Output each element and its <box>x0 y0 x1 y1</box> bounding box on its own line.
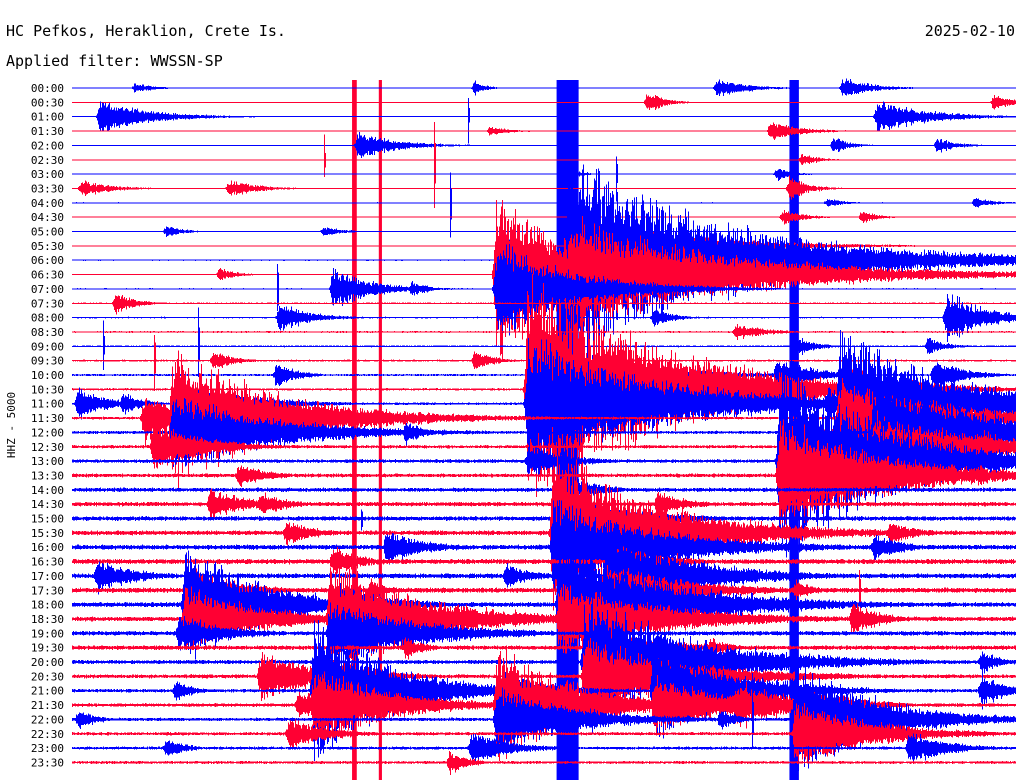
row-time-label: 12:00 <box>31 426 64 439</box>
trace-row <box>72 733 1016 764</box>
row-time-label: 22:00 <box>31 713 64 726</box>
row-time-label: 07:30 <box>31 297 64 310</box>
row-time-label: 08:00 <box>31 312 64 325</box>
trace-row <box>72 122 1016 141</box>
trace-row <box>72 500 1016 592</box>
trace-row <box>72 419 1016 525</box>
date-label: 2025-02-10 <box>925 22 1015 40</box>
row-time-label: 09:30 <box>31 355 64 368</box>
row-time-label: 04:00 <box>31 197 64 210</box>
trace-row <box>72 703 1016 763</box>
row-time-label: 17:30 <box>31 584 64 597</box>
row-time-label: 14:30 <box>31 498 64 511</box>
row-time-label: 11:30 <box>31 412 64 425</box>
row-time-label: 04:30 <box>31 211 64 224</box>
trace-row <box>72 210 1016 225</box>
row-time-label: 16:00 <box>31 541 64 554</box>
trace-row <box>72 94 1016 110</box>
row-time-label: 11:00 <box>31 398 64 411</box>
seismic-traces <box>72 78 1016 775</box>
row-time-label: 05:30 <box>31 240 64 253</box>
row-time-label: 18:30 <box>31 613 64 626</box>
trace-row <box>72 567 1016 673</box>
trace-row <box>72 78 1016 97</box>
row-time-label: 21:30 <box>31 699 64 712</box>
row-time-label: 08:30 <box>31 326 64 339</box>
row-time-label: 06:30 <box>31 269 64 282</box>
row-time-label: 23:00 <box>31 742 64 755</box>
trace-row <box>72 122 1016 208</box>
row-time-label: 20:30 <box>31 670 64 683</box>
row-time-label: 19:00 <box>31 627 64 640</box>
trace-row <box>72 131 1016 158</box>
row-time-label: 12:30 <box>31 441 64 454</box>
row-time-label: 13:00 <box>31 455 64 468</box>
row-time-label: 10:30 <box>31 383 64 396</box>
row-time-label: 17:00 <box>31 570 64 583</box>
channel-axis-label: HHZ - 5000 <box>5 392 18 458</box>
row-time-label: 02:30 <box>31 154 64 167</box>
row-time-label: 18:00 <box>31 599 64 612</box>
trace-row <box>72 175 1016 200</box>
row-time-label: 06:00 <box>31 254 64 267</box>
row-time-label: 00:30 <box>31 96 64 109</box>
trace-row <box>72 455 1016 619</box>
row-time-label: 14:00 <box>31 484 64 497</box>
trace-row <box>72 98 1016 144</box>
row-time-label: 23:30 <box>31 756 64 769</box>
trace-row <box>72 545 1016 578</box>
row-time-label: 00:00 <box>31 82 64 95</box>
filter-subtitle: Applied filter: WWSSN-SP <box>6 52 223 70</box>
trace-row <box>72 156 1016 202</box>
row-time-label: 13:30 <box>31 469 64 482</box>
row-time-label: 16:30 <box>31 556 64 569</box>
row-time-label: 09:00 <box>31 340 64 353</box>
row-time-label: 01:30 <box>31 125 64 138</box>
row-time-label: 15:00 <box>31 513 64 526</box>
row-time-label: 19:30 <box>31 642 64 655</box>
row-time-label: 05:00 <box>31 226 64 239</box>
row-time-label: 22:30 <box>31 728 64 741</box>
row-time-label: 02:00 <box>31 139 64 152</box>
row-time-label: 07:00 <box>31 283 64 296</box>
row-time-label: 03:00 <box>31 168 64 181</box>
trace-row <box>72 751 1016 775</box>
trace-row <box>72 172 1016 238</box>
row-time-label: 01:00 <box>31 111 64 124</box>
row-time-label: 10:00 <box>31 369 64 382</box>
row-time-label: 03:30 <box>31 182 64 195</box>
row-time-label: 21:00 <box>31 685 64 698</box>
station-title: HC Pefkos, Heraklion, Crete Is. <box>6 22 286 40</box>
row-time-label: 15:30 <box>31 527 64 540</box>
row-time-label: 20:00 <box>31 656 64 669</box>
